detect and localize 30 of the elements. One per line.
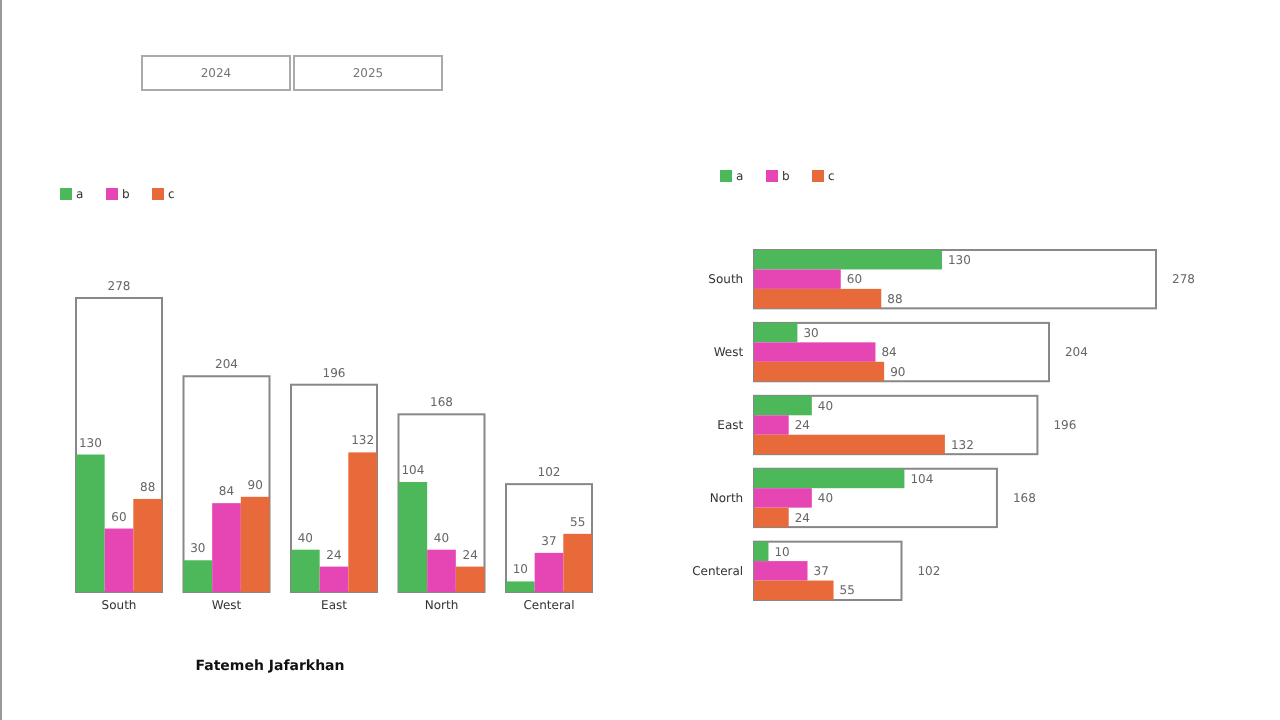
bar	[183, 560, 213, 592]
bar	[398, 482, 428, 592]
bar	[212, 503, 241, 592]
bar	[291, 549, 320, 592]
bar	[563, 533, 592, 592]
bar	[534, 552, 564, 592]
bar	[104, 528, 134, 592]
bar	[348, 452, 377, 592]
bar	[754, 541, 769, 562]
bar	[754, 288, 882, 309]
bar	[319, 566, 349, 592]
bar	[754, 507, 789, 528]
bar	[754, 269, 841, 289]
bar	[754, 395, 812, 416]
bar	[76, 454, 105, 592]
bar	[754, 468, 905, 489]
bar	[506, 581, 535, 592]
bar	[754, 580, 834, 600]
bar	[455, 566, 485, 592]
bar	[754, 361, 885, 382]
bar	[754, 415, 789, 435]
bar	[427, 549, 456, 592]
bar	[754, 322, 798, 343]
bar	[754, 488, 812, 508]
bar	[133, 498, 162, 592]
bar	[754, 342, 876, 362]
bar	[754, 434, 945, 455]
bar	[754, 250, 942, 270]
bar	[240, 496, 270, 592]
bar	[754, 561, 808, 581]
